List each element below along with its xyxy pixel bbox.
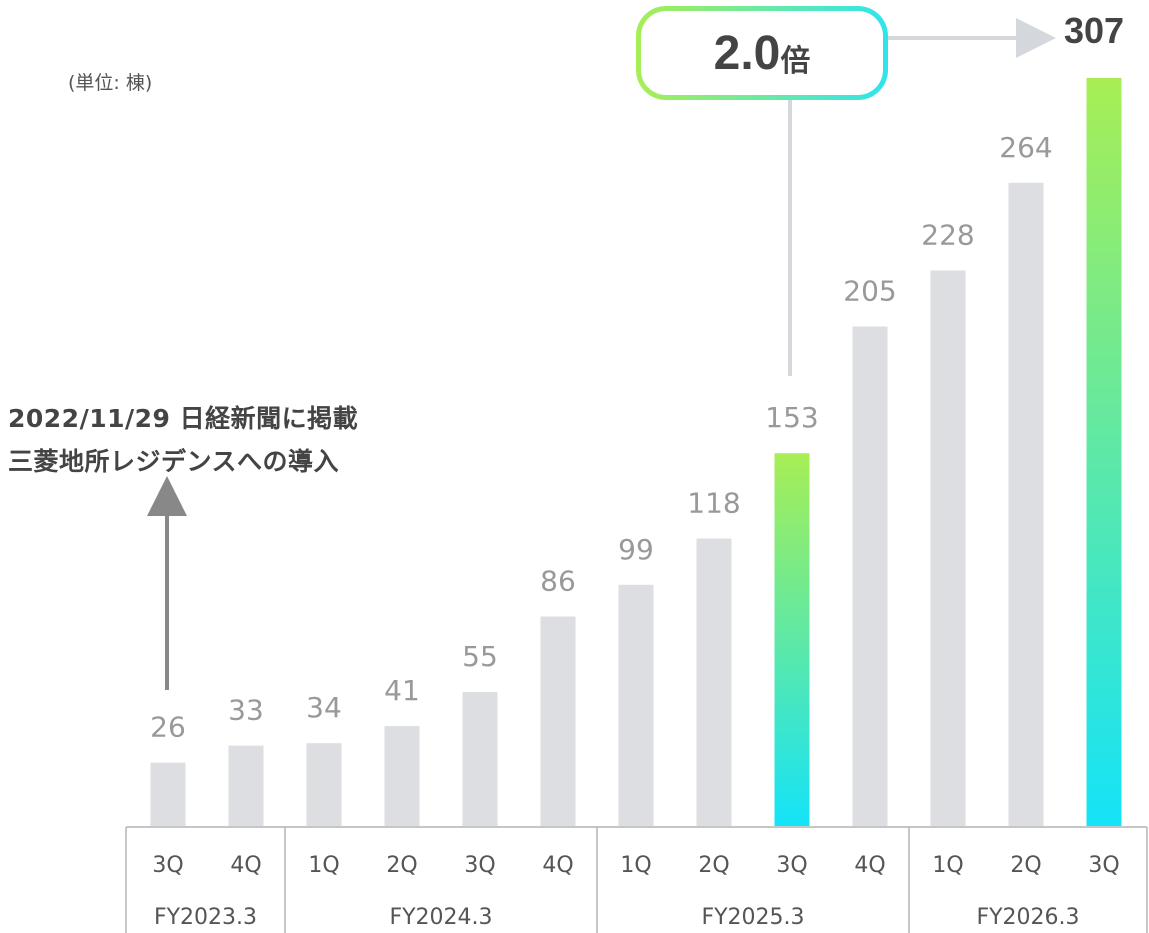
bar-10 — [930, 270, 966, 827]
value-label-5: 86 — [540, 564, 576, 597]
growth-ratio-bubble: 2.0 倍 — [636, 6, 888, 100]
growth-ratio-unit: 倍 — [780, 44, 811, 79]
category-label-9: 4Q — [854, 853, 885, 878]
bars-layer — [150, 78, 1122, 827]
growth-ratio-value: 2.0 — [713, 26, 781, 80]
category-label-1: 4Q — [230, 853, 261, 878]
group-label-2: FY2025.3 — [701, 905, 804, 930]
category-label-7: 2Q — [698, 853, 729, 878]
value-label-3: 41 — [384, 674, 420, 707]
category-label-2: 1Q — [308, 853, 339, 878]
value-labels-layer: 26 33 34 41 55 86 99 118 153 205 228 264 — [150, 131, 1053, 744]
group-label-1: FY2024.3 — [389, 905, 492, 930]
group-label-3: FY2026.3 — [976, 905, 1079, 930]
category-label-4: 3Q — [464, 853, 495, 878]
value-label-11: 264 — [999, 131, 1052, 164]
unit-label: (単位: 棟) — [68, 72, 153, 94]
category-label-12: 3Q — [1088, 853, 1119, 878]
value-label-1: 33 — [228, 694, 264, 727]
value-label-9: 205 — [843, 275, 896, 308]
value-label-2: 34 — [306, 691, 342, 724]
bar-7 — [696, 538, 732, 826]
news-annotation: 2022/11/29 日経新聞に掲載 三菱地所レジデンスへの導入 — [8, 397, 358, 483]
x-axis: 3Q 4Q 1Q 2Q 3Q 4Q 1Q 2Q 3Q 4Q 1Q 2Q 3Q FY2023.3 FY2024… — [125, 826, 1148, 933]
category-label-3: 2Q — [386, 853, 417, 878]
category-label-6: 1Q — [620, 853, 651, 878]
value-label-7: 118 — [687, 486, 740, 519]
bar-0 — [150, 762, 186, 826]
value-label-8: 153 — [765, 401, 818, 434]
value-label-6: 99 — [618, 533, 654, 566]
bar-11 — [1008, 182, 1044, 826]
category-label-0: 3Q — [152, 853, 183, 878]
value-label-10: 228 — [921, 218, 974, 251]
value-label-0: 26 — [150, 711, 186, 744]
category-label-5: 4Q — [542, 853, 573, 878]
bar-5 — [540, 616, 576, 826]
annotation-line-2: 三菱地所レジデンスへの導入 — [8, 447, 340, 476]
bar-3 — [384, 726, 420, 826]
category-label-11: 2Q — [1010, 853, 1041, 878]
bar-1 — [228, 745, 264, 826]
bar-8 — [774, 453, 810, 826]
bar-9 — [852, 326, 888, 826]
final-value-label: 307 — [1064, 10, 1125, 51]
bar-4 — [462, 691, 498, 826]
category-label-8: 3Q — [776, 853, 807, 878]
annotation-line-1: 2022/11/29 日経新聞に掲載 — [8, 404, 359, 433]
bar-2 — [306, 743, 342, 826]
bar-12 — [1086, 78, 1122, 826]
value-label-4: 55 — [462, 640, 498, 673]
bar-6 — [618, 584, 654, 826]
category-label-10: 1Q — [932, 853, 963, 878]
group-label-0: FY2023.3 — [154, 905, 257, 930]
